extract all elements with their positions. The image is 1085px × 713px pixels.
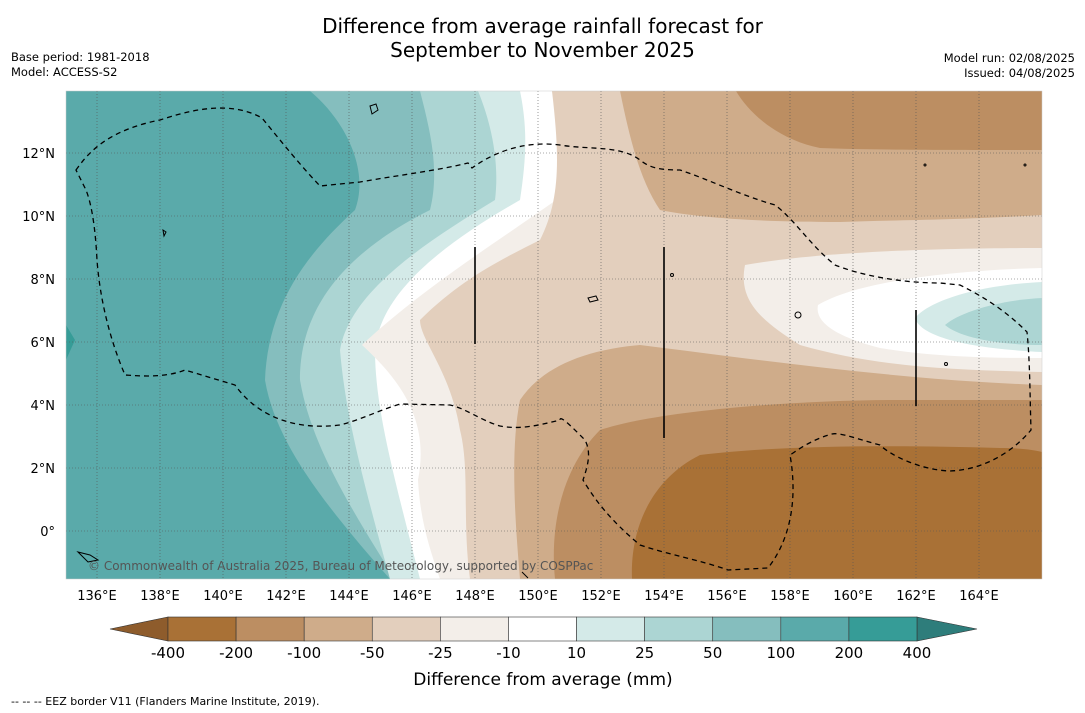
colorbar: -400 -200 -100 -50 -25 -10 10 25 50 100 200 400 Dif… bbox=[109, 616, 978, 690]
colorbar-tick-label: -200 bbox=[219, 644, 253, 662]
model-run-text: Model run: 02/08/2025 bbox=[943, 51, 1075, 65]
lon-label: 164°E bbox=[959, 589, 999, 604]
lat-label: 12°N bbox=[22, 147, 55, 162]
lon-label: 140°E bbox=[203, 589, 243, 604]
lon-label: 152°E bbox=[581, 589, 621, 604]
map-plot-area bbox=[66, 91, 1042, 579]
lon-label: 148°E bbox=[455, 589, 495, 604]
colorbar-tick-label: 10 bbox=[567, 644, 586, 662]
colorbar-tick-label: -400 bbox=[151, 644, 185, 662]
colorbar-tick-label: 50 bbox=[703, 644, 722, 662]
lon-labels: 136°E 138°E 140°E 142°E 144°E 146°E 148°… bbox=[77, 589, 999, 604]
title-line-1: Difference from average rainfall forecas… bbox=[322, 14, 763, 38]
lon-label: 160°E bbox=[833, 589, 873, 604]
colorbar-tick-label: 25 bbox=[635, 644, 654, 662]
colorbar-high-extension bbox=[916, 616, 978, 642]
band-teal-edge bbox=[66, 325, 75, 360]
lon-label: 150°E bbox=[518, 589, 558, 604]
lon-label: 142°E bbox=[266, 589, 306, 604]
lon-label: 156°E bbox=[707, 589, 747, 604]
colorbar-tick-label: -100 bbox=[287, 644, 321, 662]
colorbar-swatch bbox=[235, 616, 305, 642]
colorbar-swatch bbox=[644, 616, 714, 642]
band-brown-100-north bbox=[736, 91, 1042, 150]
colorbar-label: Difference from average (mm) bbox=[413, 670, 672, 690]
colorbar-low-extension bbox=[109, 616, 169, 642]
lon-label: 144°E bbox=[329, 589, 369, 604]
colorbar-swatch bbox=[440, 616, 509, 642]
eez-legend-note: -- -- -- EEZ border V11 (Flanders Marine… bbox=[11, 695, 320, 708]
islands bbox=[76, 103, 1027, 579]
lon-label: 136°E bbox=[77, 589, 117, 604]
lon-label: 138°E bbox=[140, 589, 180, 604]
meta-left: Base period: 1981-2018 Model: ACCESS-S2 bbox=[11, 50, 150, 80]
lon-label: 146°E bbox=[392, 589, 432, 604]
copyright-text: © Commonwealth of Australia 2025, Bureau… bbox=[88, 559, 593, 573]
colorbar-swatch bbox=[167, 616, 237, 642]
colorbar-swatch bbox=[303, 616, 373, 642]
lat-label: 8°N bbox=[31, 273, 56, 288]
lat-label: 6°N bbox=[31, 336, 56, 351]
issued-text: Issued: 04/08/2025 bbox=[964, 66, 1075, 80]
map-frame bbox=[65, 90, 1043, 580]
colorbar-swatch bbox=[371, 616, 441, 642]
colorbar-tick-label: -50 bbox=[360, 644, 385, 662]
colorbar-tick-label: 100 bbox=[766, 644, 795, 662]
colorbar-tick-label: -25 bbox=[428, 644, 453, 662]
lat-label: 2°N bbox=[31, 462, 56, 477]
colorbar-swatch bbox=[712, 616, 782, 642]
marker-lines bbox=[474, 247, 917, 438]
colorbar-tick-label: 200 bbox=[835, 644, 864, 662]
colorbar-swatch bbox=[780, 616, 850, 642]
colorbar-tick-label: -10 bbox=[496, 644, 521, 662]
eez-borders bbox=[75, 107, 1032, 571]
colorbar-tick-label: 400 bbox=[903, 644, 932, 662]
lon-label: 162°E bbox=[896, 589, 936, 604]
graticule bbox=[66, 91, 1042, 579]
title-line-2: September to November 2025 bbox=[390, 38, 695, 62]
lat-label: 0° bbox=[40, 525, 55, 540]
model-text: Model: ACCESS-S2 bbox=[11, 65, 118, 79]
colorbar-swatch bbox=[848, 616, 918, 642]
lat-labels: 12°N 10°N 8°N 6°N 4°N 2°N 0° bbox=[22, 147, 55, 540]
lat-label: 4°N bbox=[31, 399, 56, 414]
colorbar-swatch bbox=[576, 616, 645, 642]
lat-label: 10°N bbox=[22, 210, 55, 225]
band-brown-200 bbox=[631, 446, 1042, 579]
map-title: Difference from average rainfall forecas… bbox=[0, 14, 1085, 62]
colorbar-swatch bbox=[508, 616, 577, 642]
base-period-text: Base period: 1981-2018 bbox=[11, 50, 150, 64]
lon-label: 154°E bbox=[644, 589, 684, 604]
meta-right: Model run: 02/08/2025 Issued: 04/08/2025 bbox=[944, 51, 1075, 81]
lon-label: 158°E bbox=[770, 589, 810, 604]
east-tongue-teal-core bbox=[945, 298, 1042, 345]
